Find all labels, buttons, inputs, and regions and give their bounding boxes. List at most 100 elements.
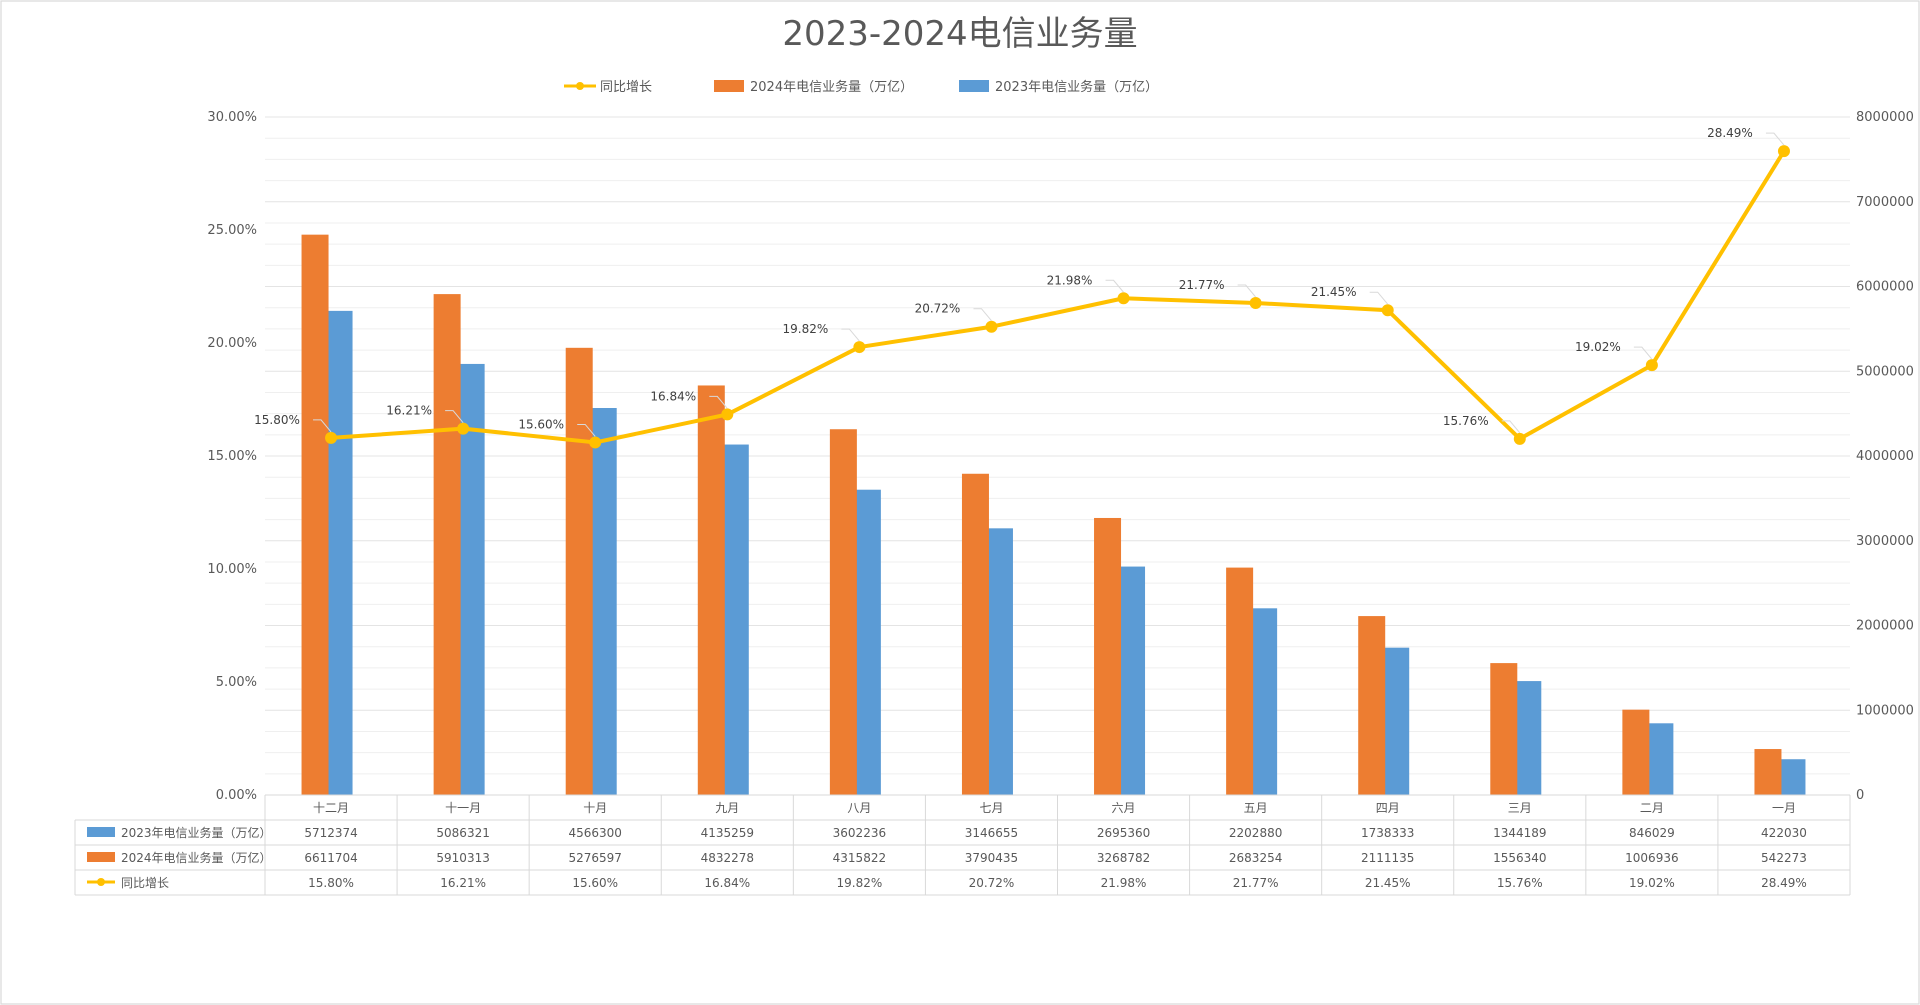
growth-data-label: 19.82% <box>782 322 828 336</box>
growth-data-label: 21.98% <box>1047 273 1093 287</box>
table-cell: 3268782 <box>1097 851 1150 865</box>
table-cell-group: 846029 <box>1629 826 1675 840</box>
growth-label-leader <box>1105 279 1124 293</box>
bar-2024 <box>301 234 329 795</box>
table-cell: 19.82% <box>836 876 882 890</box>
growth-point <box>1381 304 1394 317</box>
table-category-label: 五月 <box>1244 801 1268 815</box>
table-category-label: 九月 <box>715 801 739 815</box>
table-category-label: 四月 <box>1376 801 1400 815</box>
bar-2024 <box>1226 567 1254 795</box>
table-cell-group: 4135259 <box>701 826 754 840</box>
table-category-label: 八月 <box>847 801 871 815</box>
growth-label-leader <box>1369 291 1389 305</box>
table-cell: 16.21% <box>440 876 486 890</box>
table-cell: 15.60% <box>572 876 618 890</box>
growth-data-label-group: 15.60% <box>518 417 564 431</box>
legend: 2023年电信业务量（万亿） 2024年电信业务量（万亿） 同比增长 <box>564 79 1158 95</box>
table-cell-group: 15.80% <box>308 876 354 890</box>
growth-data-label-group: 20.72% <box>915 302 961 316</box>
growth-data-label-group: 15.80% <box>254 413 300 427</box>
bar-2023 <box>853 489 881 795</box>
table-category-label: 十月 <box>583 801 607 815</box>
table-cell-group: 5276597 <box>568 851 621 865</box>
table-row-label-group: 2023年电信业务量（万亿） <box>121 825 272 840</box>
growth-data-label-group: 28.49% <box>1707 126 1753 140</box>
table-cell-group: 2111135 <box>1361 851 1414 865</box>
table-cell: 2111135 <box>1361 851 1414 865</box>
table-cell: 4832278 <box>701 851 754 865</box>
table-cell: 4135259 <box>701 826 754 840</box>
growth-point <box>721 408 734 421</box>
table-legend-key-dot <box>97 878 105 886</box>
table-category-label: 三月 <box>1508 801 1532 815</box>
table-cell: 6611704 <box>304 851 357 865</box>
legend-label: 2023年电信业务量（万亿） <box>995 79 1158 95</box>
table-category-group: 三月 <box>1508 801 1532 815</box>
growth-data-label: 16.84% <box>650 389 696 403</box>
bar-2024 <box>433 294 461 795</box>
growth-point <box>1777 145 1790 158</box>
left-axis-tick-label: 7000000 <box>1856 195 1914 210</box>
growth-point <box>1513 432 1526 445</box>
table-legend-key <box>87 852 115 862</box>
table-cell: 1006936 <box>1625 851 1678 865</box>
right-axis-tick-label: 15.00% <box>207 449 257 464</box>
bar-2024 <box>1622 709 1650 795</box>
legend-item-group: 2024年电信业务量（万亿） <box>750 79 913 95</box>
table-cell-group: 3146655 <box>965 826 1018 840</box>
left-axis-tick-label: 6000000 <box>1856 280 1914 295</box>
table-cell-group: 1738333 <box>1361 826 1414 840</box>
growth-label-leader <box>1237 284 1257 298</box>
table-category-label: 一月 <box>1772 801 1796 815</box>
growth-point <box>457 422 470 435</box>
bar-2023 <box>1646 723 1674 795</box>
left-axis-tick-label: 3000000 <box>1856 534 1914 549</box>
growth-point <box>589 436 602 449</box>
growth-data-label: 21.45% <box>1311 285 1357 299</box>
table-cell: 5910313 <box>436 851 489 865</box>
data-table: 一月 二月 三月 四月 五月 六月 七月 八月 九月 十月 十一月 十二月 422030 846029 13… <box>74 794 1851 896</box>
growth-data-label-group: 21.98% <box>1047 273 1093 287</box>
bar-2023 <box>325 310 353 795</box>
table-category-group: 十二月 <box>313 801 349 815</box>
table-row-label: 2023年电信业务量（万亿） <box>121 825 272 840</box>
table-cell: 3790435 <box>965 851 1018 865</box>
table-cell-group: 3602236 <box>833 826 886 840</box>
growth-label-leader <box>841 328 860 342</box>
growth-label-leader <box>313 419 332 433</box>
legend-key <box>959 80 989 92</box>
bar-2024 <box>1358 616 1386 795</box>
legend-key <box>714 80 744 92</box>
table-cell-group: 21.77% <box>1233 876 1279 890</box>
bar-2024 <box>1754 749 1782 795</box>
table-cell: 2695360 <box>1097 826 1150 840</box>
bar-2023 <box>1514 681 1542 795</box>
table-cell: 5712374 <box>304 826 357 840</box>
legend-label: 2024年电信业务量（万亿） <box>750 79 913 95</box>
growth-line: 28.49% 19.02% 15.76% 21.45% 21.77% 21.98% 20.7… <box>254 126 1790 449</box>
growth-data-label: 16.21% <box>386 404 432 418</box>
bar-2024 <box>829 429 857 795</box>
bar-2023 <box>721 444 749 795</box>
table-cell: 4566300 <box>568 826 621 840</box>
growth-data-label: 20.72% <box>915 302 961 316</box>
growth-label-leader <box>577 423 596 437</box>
table-row-label: 2024年电信业务量（万亿） <box>121 850 272 865</box>
table-cell-group: 4832278 <box>701 851 754 865</box>
growth-label-leader <box>1765 132 1785 146</box>
growth-data-label-group: 16.21% <box>386 404 432 418</box>
table-cell: 15.80% <box>308 876 354 890</box>
table-cell: 1556340 <box>1493 851 1546 865</box>
growth-data-label-group: 21.45% <box>1311 285 1357 299</box>
growth-data-label: 21.77% <box>1179 278 1225 292</box>
axes: 0 1000000 2000000 3000000 4000000 5000000 6000… <box>207 110 1913 803</box>
table-cell-group: 3268782 <box>1097 851 1150 865</box>
table-cell: 846029 <box>1629 826 1675 840</box>
table-cell-group: 1344189 <box>1493 826 1546 840</box>
table-cell-group: 5712374 <box>304 826 357 840</box>
table-cell-group: 16.21% <box>440 876 486 890</box>
table-cell: 2683254 <box>1229 851 1282 865</box>
